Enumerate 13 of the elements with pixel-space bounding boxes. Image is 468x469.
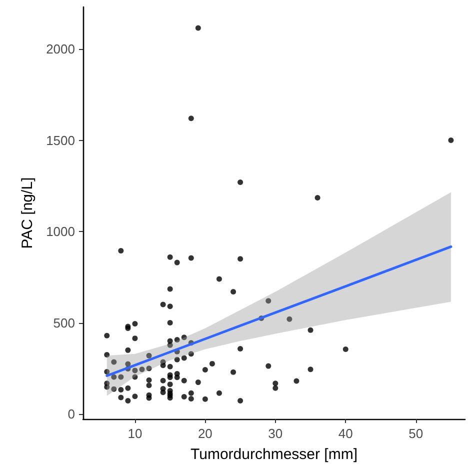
y-tick-label: 0 <box>68 406 75 422</box>
x-tick-label: 20 <box>198 426 212 441</box>
x-tick-label: 30 <box>268 426 283 441</box>
x-tick-label: 10 <box>128 426 142 441</box>
y-tick-label: 1500 <box>46 132 75 148</box>
x-tick-label: 50 <box>408 426 424 441</box>
y-tick-label: 1000 <box>46 224 75 240</box>
line-series <box>106 245 452 377</box>
y-axis-title: PAC [ng/L] <box>19 177 36 249</box>
x-axis-title: Tumordurchmesser [mm] <box>190 446 358 463</box>
y-tick-label: 500 <box>53 315 75 330</box>
x-tick-label: 40 <box>338 426 353 441</box>
y-tick-label: 2000 <box>46 41 75 56</box>
